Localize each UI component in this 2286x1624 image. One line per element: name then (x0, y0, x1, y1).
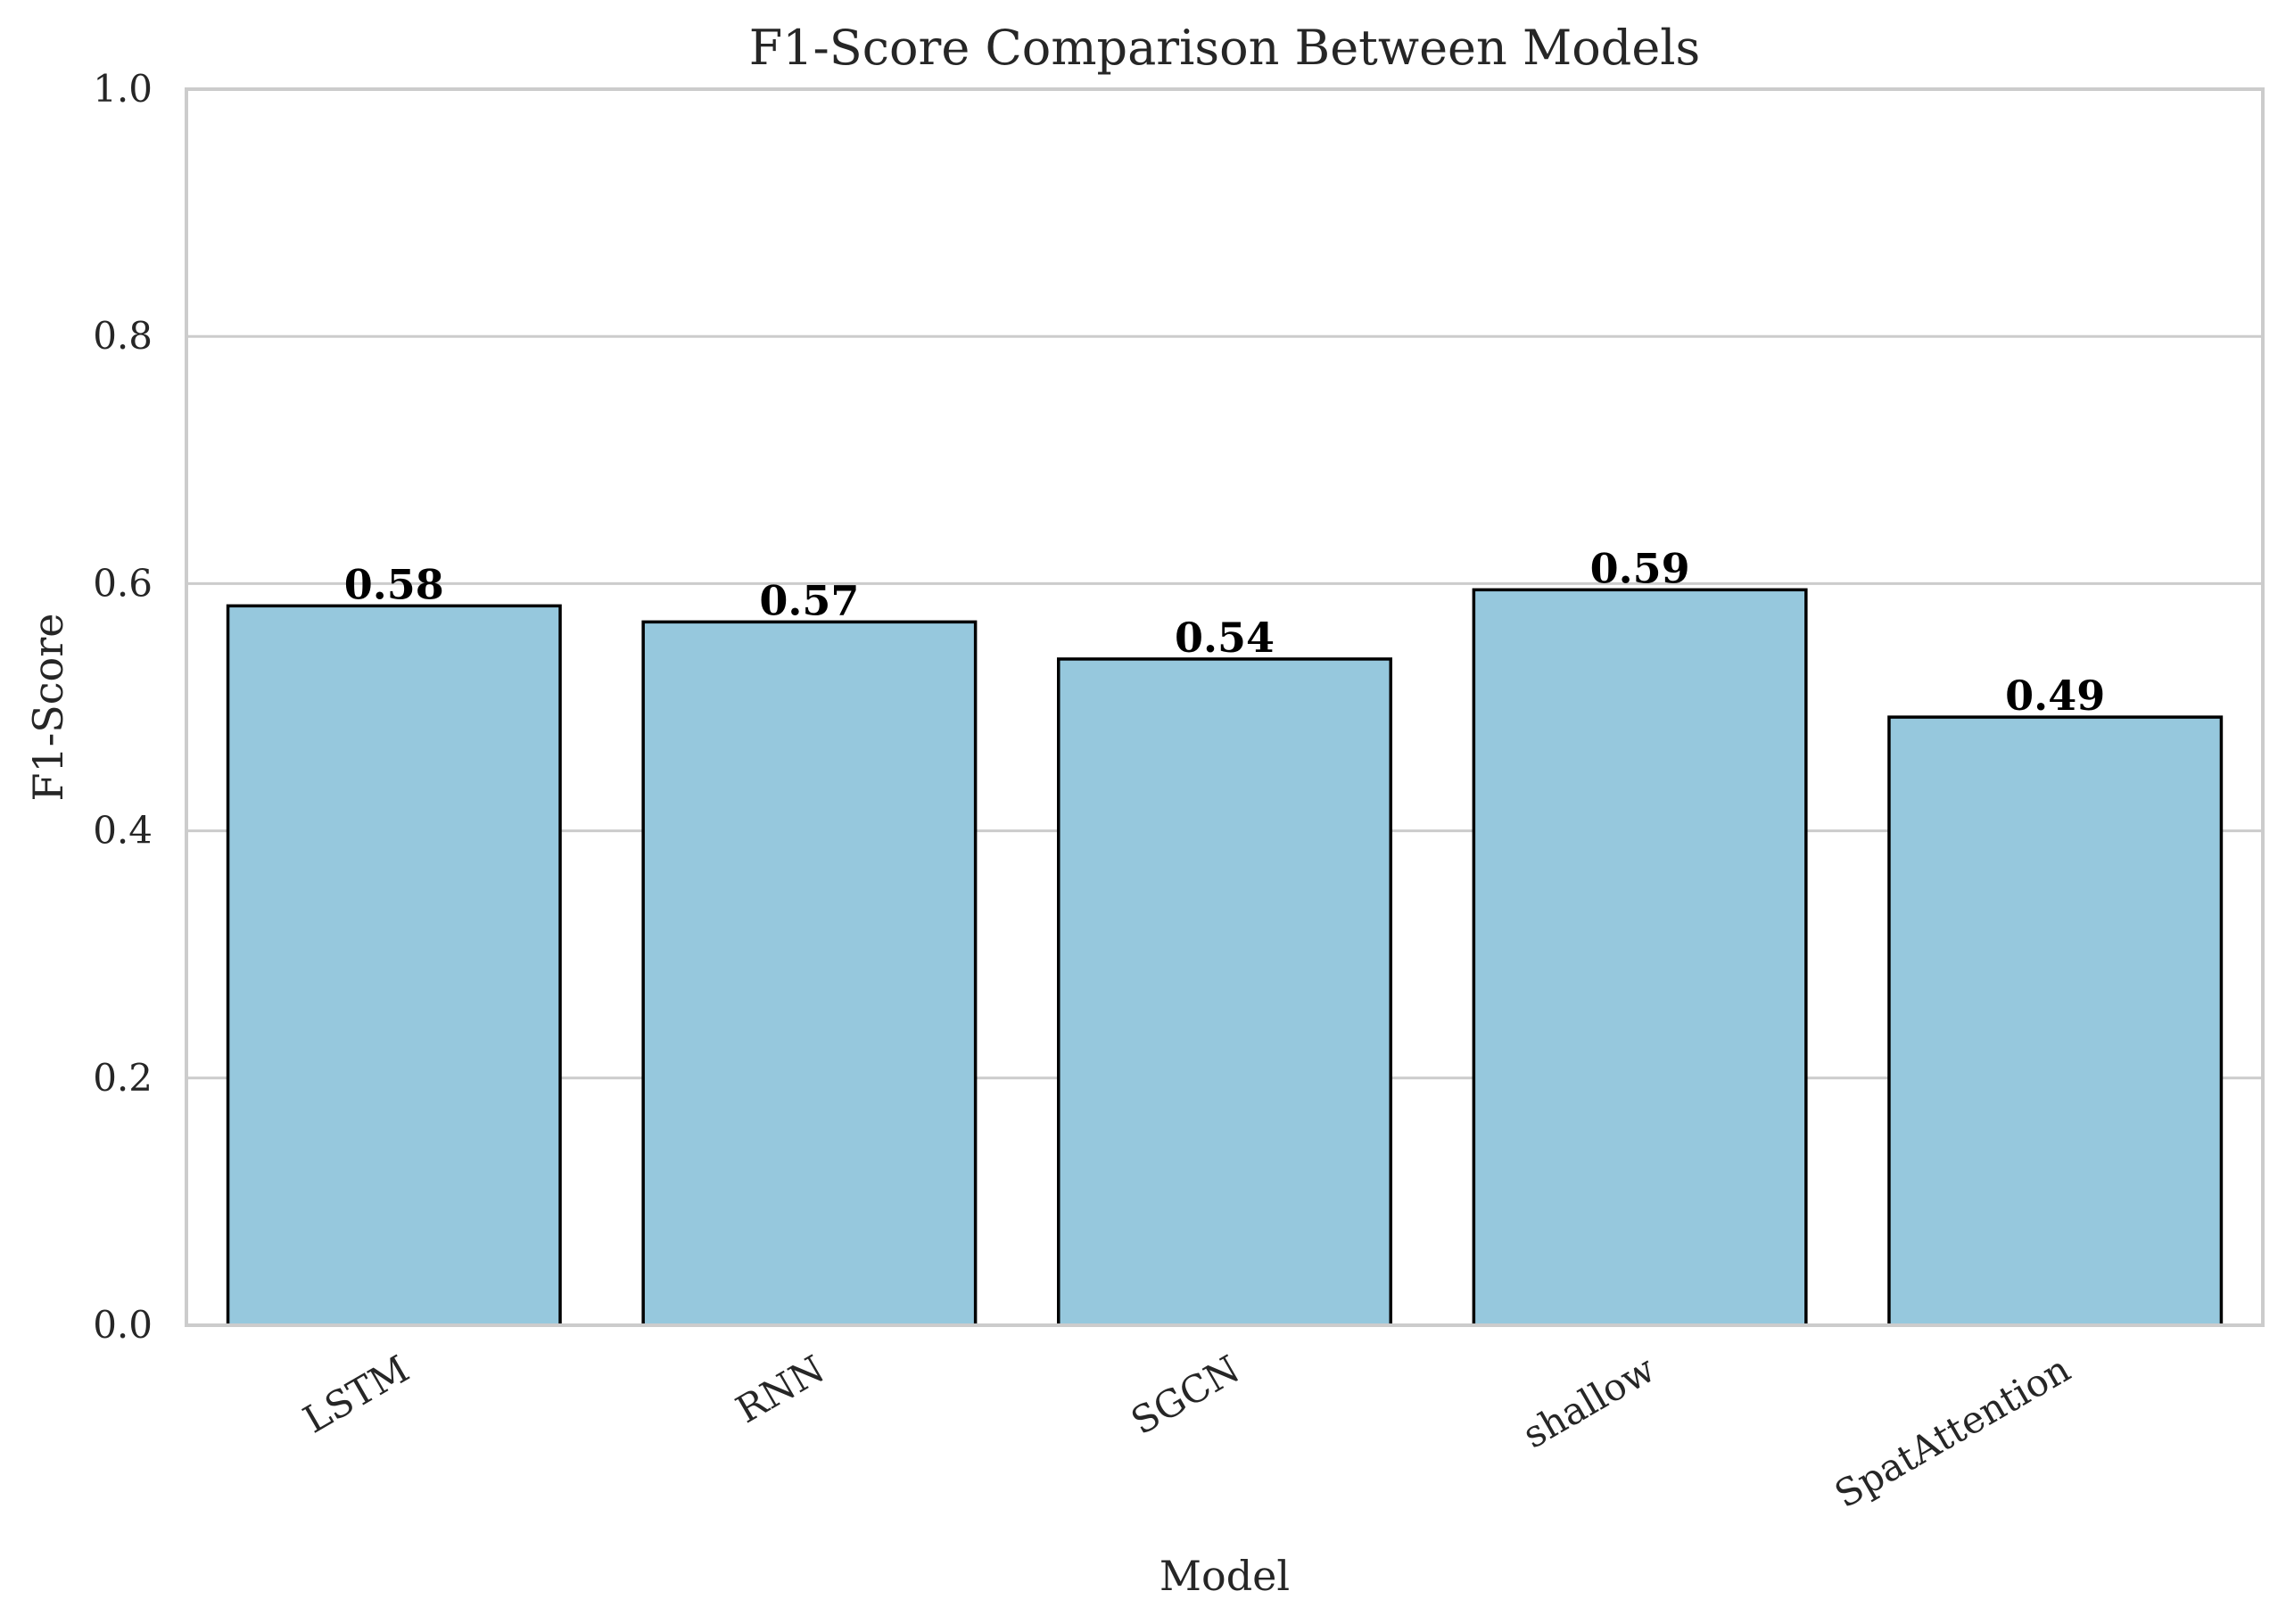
x-tick-labels: LSTM RNN SGCN shallow SpatAttention (296, 1347, 2077, 1516)
x-tick-label: LSTM (296, 1347, 417, 1441)
data-label-sgcn: 0.54 (1175, 614, 1275, 662)
y-tick-label: 0.8 (93, 314, 153, 358)
y-tick-label: 0.6 (93, 561, 153, 605)
bar-shallow (1472, 588, 1808, 1327)
bar-sgcn (1057, 657, 1392, 1327)
x-tick-label: shallow (1515, 1347, 1663, 1456)
data-label-rnn: 0.57 (759, 576, 859, 624)
x-tick-label: SGCN (1124, 1347, 1247, 1443)
data-labels: 0.58 0.57 0.54 0.59 0.49 (344, 544, 2105, 720)
y-tick-label: 0.4 (93, 809, 153, 853)
y-tick-label: 0.2 (93, 1056, 153, 1100)
bars (226, 588, 2224, 1327)
plot-frame (185, 87, 2265, 1327)
x-tick-label: SpatAttention (1828, 1347, 2077, 1516)
y-tick-label: 0.0 (93, 1303, 153, 1347)
y-tick-labels: 0.0 0.2 0.4 0.6 0.8 1.0 (93, 67, 153, 1347)
data-label-spatattention: 0.49 (2005, 672, 2105, 720)
data-label-shallow: 0.59 (1590, 544, 1690, 592)
data-label-lstm: 0.58 (344, 560, 444, 608)
bar-rnn (641, 620, 978, 1327)
bar-spatattention (1887, 715, 2224, 1327)
bar-lstm (226, 604, 562, 1327)
y-axis-label: F1-Score (24, 614, 72, 802)
x-axis-label: Model (1160, 1552, 1290, 1600)
y-tick-label: 1.0 (93, 67, 153, 111)
x-tick-label: RNN (729, 1347, 832, 1431)
chart-title: F1-Score Comparison Between Models (749, 20, 1701, 76)
